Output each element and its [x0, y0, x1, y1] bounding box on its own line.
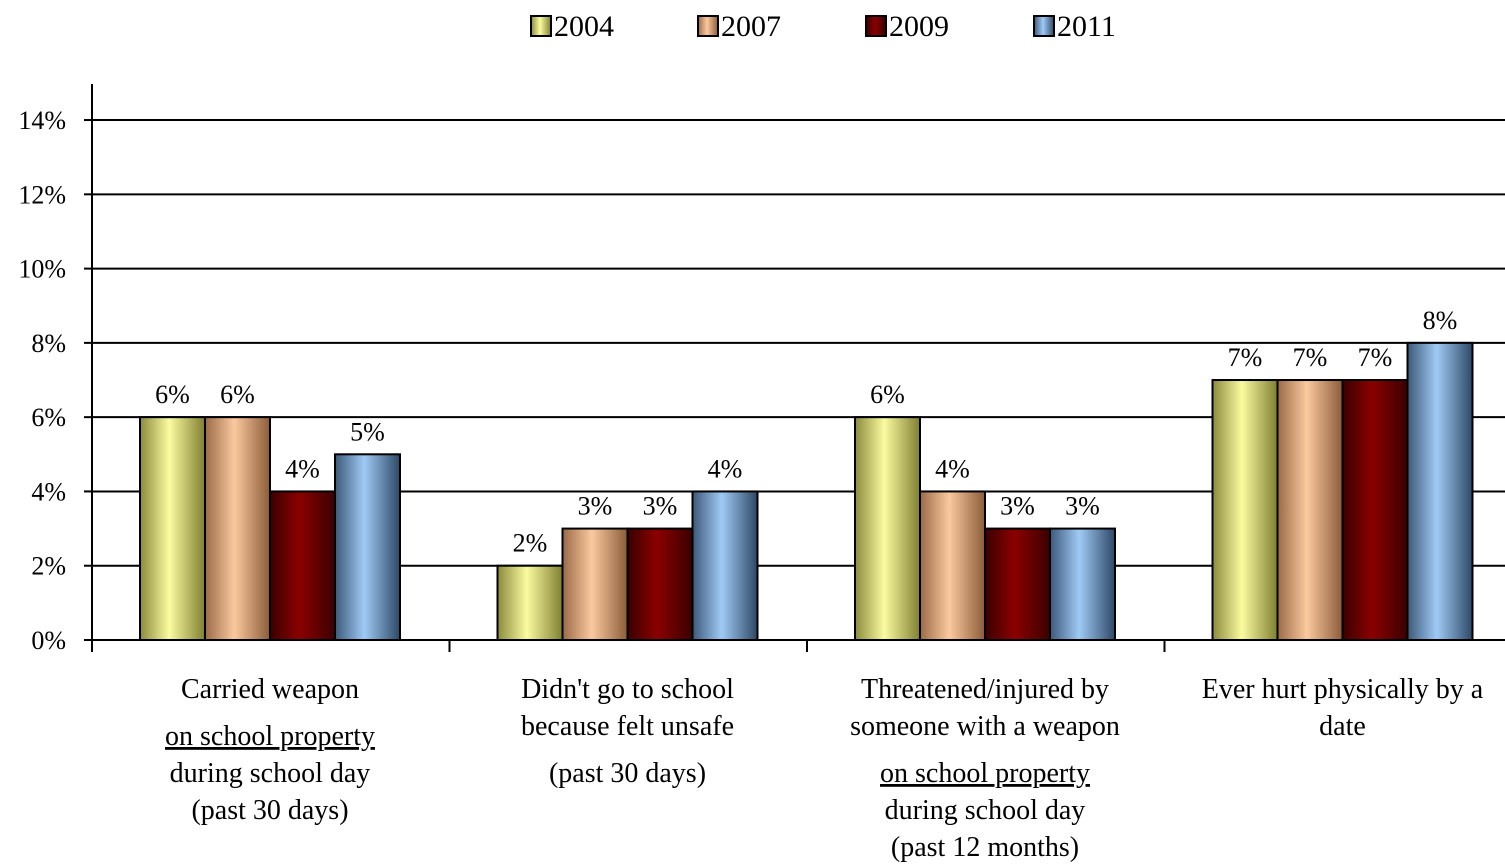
category-label: Threatened/injured by: [861, 674, 1109, 705]
data-label: 5%: [350, 417, 385, 446]
data-label: 7%: [1228, 343, 1263, 372]
bar-2009: [269, 490, 336, 641]
legend-label-2007: 2007: [721, 10, 781, 43]
bar-2004: [139, 416, 206, 641]
data-label: 3%: [643, 492, 678, 521]
bars: [139, 341, 1474, 642]
bar-2009: [626, 527, 694, 642]
data-label: 6%: [870, 380, 905, 409]
data-label: 7%: [1358, 343, 1393, 372]
category-label: Didn't go to school: [521, 674, 734, 705]
data-label: 4%: [935, 454, 970, 483]
legend-swatch-2007: [697, 15, 719, 37]
bar-2004: [854, 416, 921, 641]
legend-label-2011: 2011: [1057, 10, 1116, 43]
data-label: 4%: [708, 454, 743, 483]
category-label: during school day: [885, 795, 1086, 826]
bar-2007: [561, 527, 629, 642]
y-tick-label: 2%: [31, 552, 66, 581]
data-label: 3%: [1065, 492, 1100, 521]
data-labels: 6% 2% 6% 7% 6% 3% 4% 7% 4% 3% 3% 7% 5% 4% 3% 8%: [155, 306, 1457, 558]
y-tick-label: 12%: [18, 180, 66, 209]
bar-2004: [1211, 379, 1279, 641]
bar-2011: [334, 453, 401, 641]
category-label: date: [1319, 711, 1366, 742]
y-axis: 0% 2% 4% 6% 8% 10% 12% 14%: [18, 84, 93, 655]
bar-2009: [1341, 379, 1409, 641]
bar-2007: [1276, 379, 1344, 641]
legend-label-2004: 2004: [554, 10, 614, 43]
legend-label-2009: 2009: [889, 10, 949, 43]
data-label: 6%: [155, 380, 190, 409]
bar-2011: [1049, 527, 1116, 642]
data-label: 3%: [1000, 492, 1035, 521]
bar-2007: [204, 416, 271, 641]
category-label: (past 30 days): [549, 758, 706, 789]
category-label: someone with a weapon: [850, 711, 1120, 742]
y-tick-label: 14%: [18, 106, 66, 135]
category-label: (past 12 months): [891, 832, 1079, 863]
category-label: (past 30 days): [191, 795, 348, 826]
data-label: 6%: [220, 380, 255, 409]
category-label: because felt unsafe: [521, 711, 734, 742]
data-label: 7%: [1293, 343, 1328, 372]
category-label: on school property: [880, 758, 1090, 789]
legend-swatch-2009: [865, 15, 887, 37]
category-label: on school property: [165, 721, 375, 752]
bar-2007: [919, 490, 986, 641]
category-label: during school day: [170, 758, 371, 789]
chart-legend: 2004 2007 2009 2011: [530, 10, 1116, 43]
bar-2009: [984, 527, 1051, 642]
data-label: 8%: [1423, 306, 1458, 335]
y-tick-label: 4%: [31, 477, 66, 506]
category-label: Carried weapon: [181, 674, 359, 705]
legend-swatch-2004: [530, 15, 552, 37]
y-tick-label: 6%: [31, 403, 66, 432]
x-axis: Carried weapon on school property during s…: [91, 639, 1505, 863]
legend-swatch-2011: [1033, 15, 1055, 37]
category-label: Ever hurt physically by a: [1202, 674, 1484, 705]
y-tick-label: 0%: [31, 626, 66, 655]
bar-2004: [496, 564, 564, 641]
bar-2011: [1406, 341, 1474, 641]
y-tick-label: 10%: [18, 255, 66, 284]
bar-2011: [691, 490, 759, 641]
data-label: 3%: [578, 492, 613, 521]
data-label: 4%: [285, 454, 320, 483]
y-tick-label: 8%: [31, 329, 66, 358]
data-label: 2%: [513, 529, 548, 558]
